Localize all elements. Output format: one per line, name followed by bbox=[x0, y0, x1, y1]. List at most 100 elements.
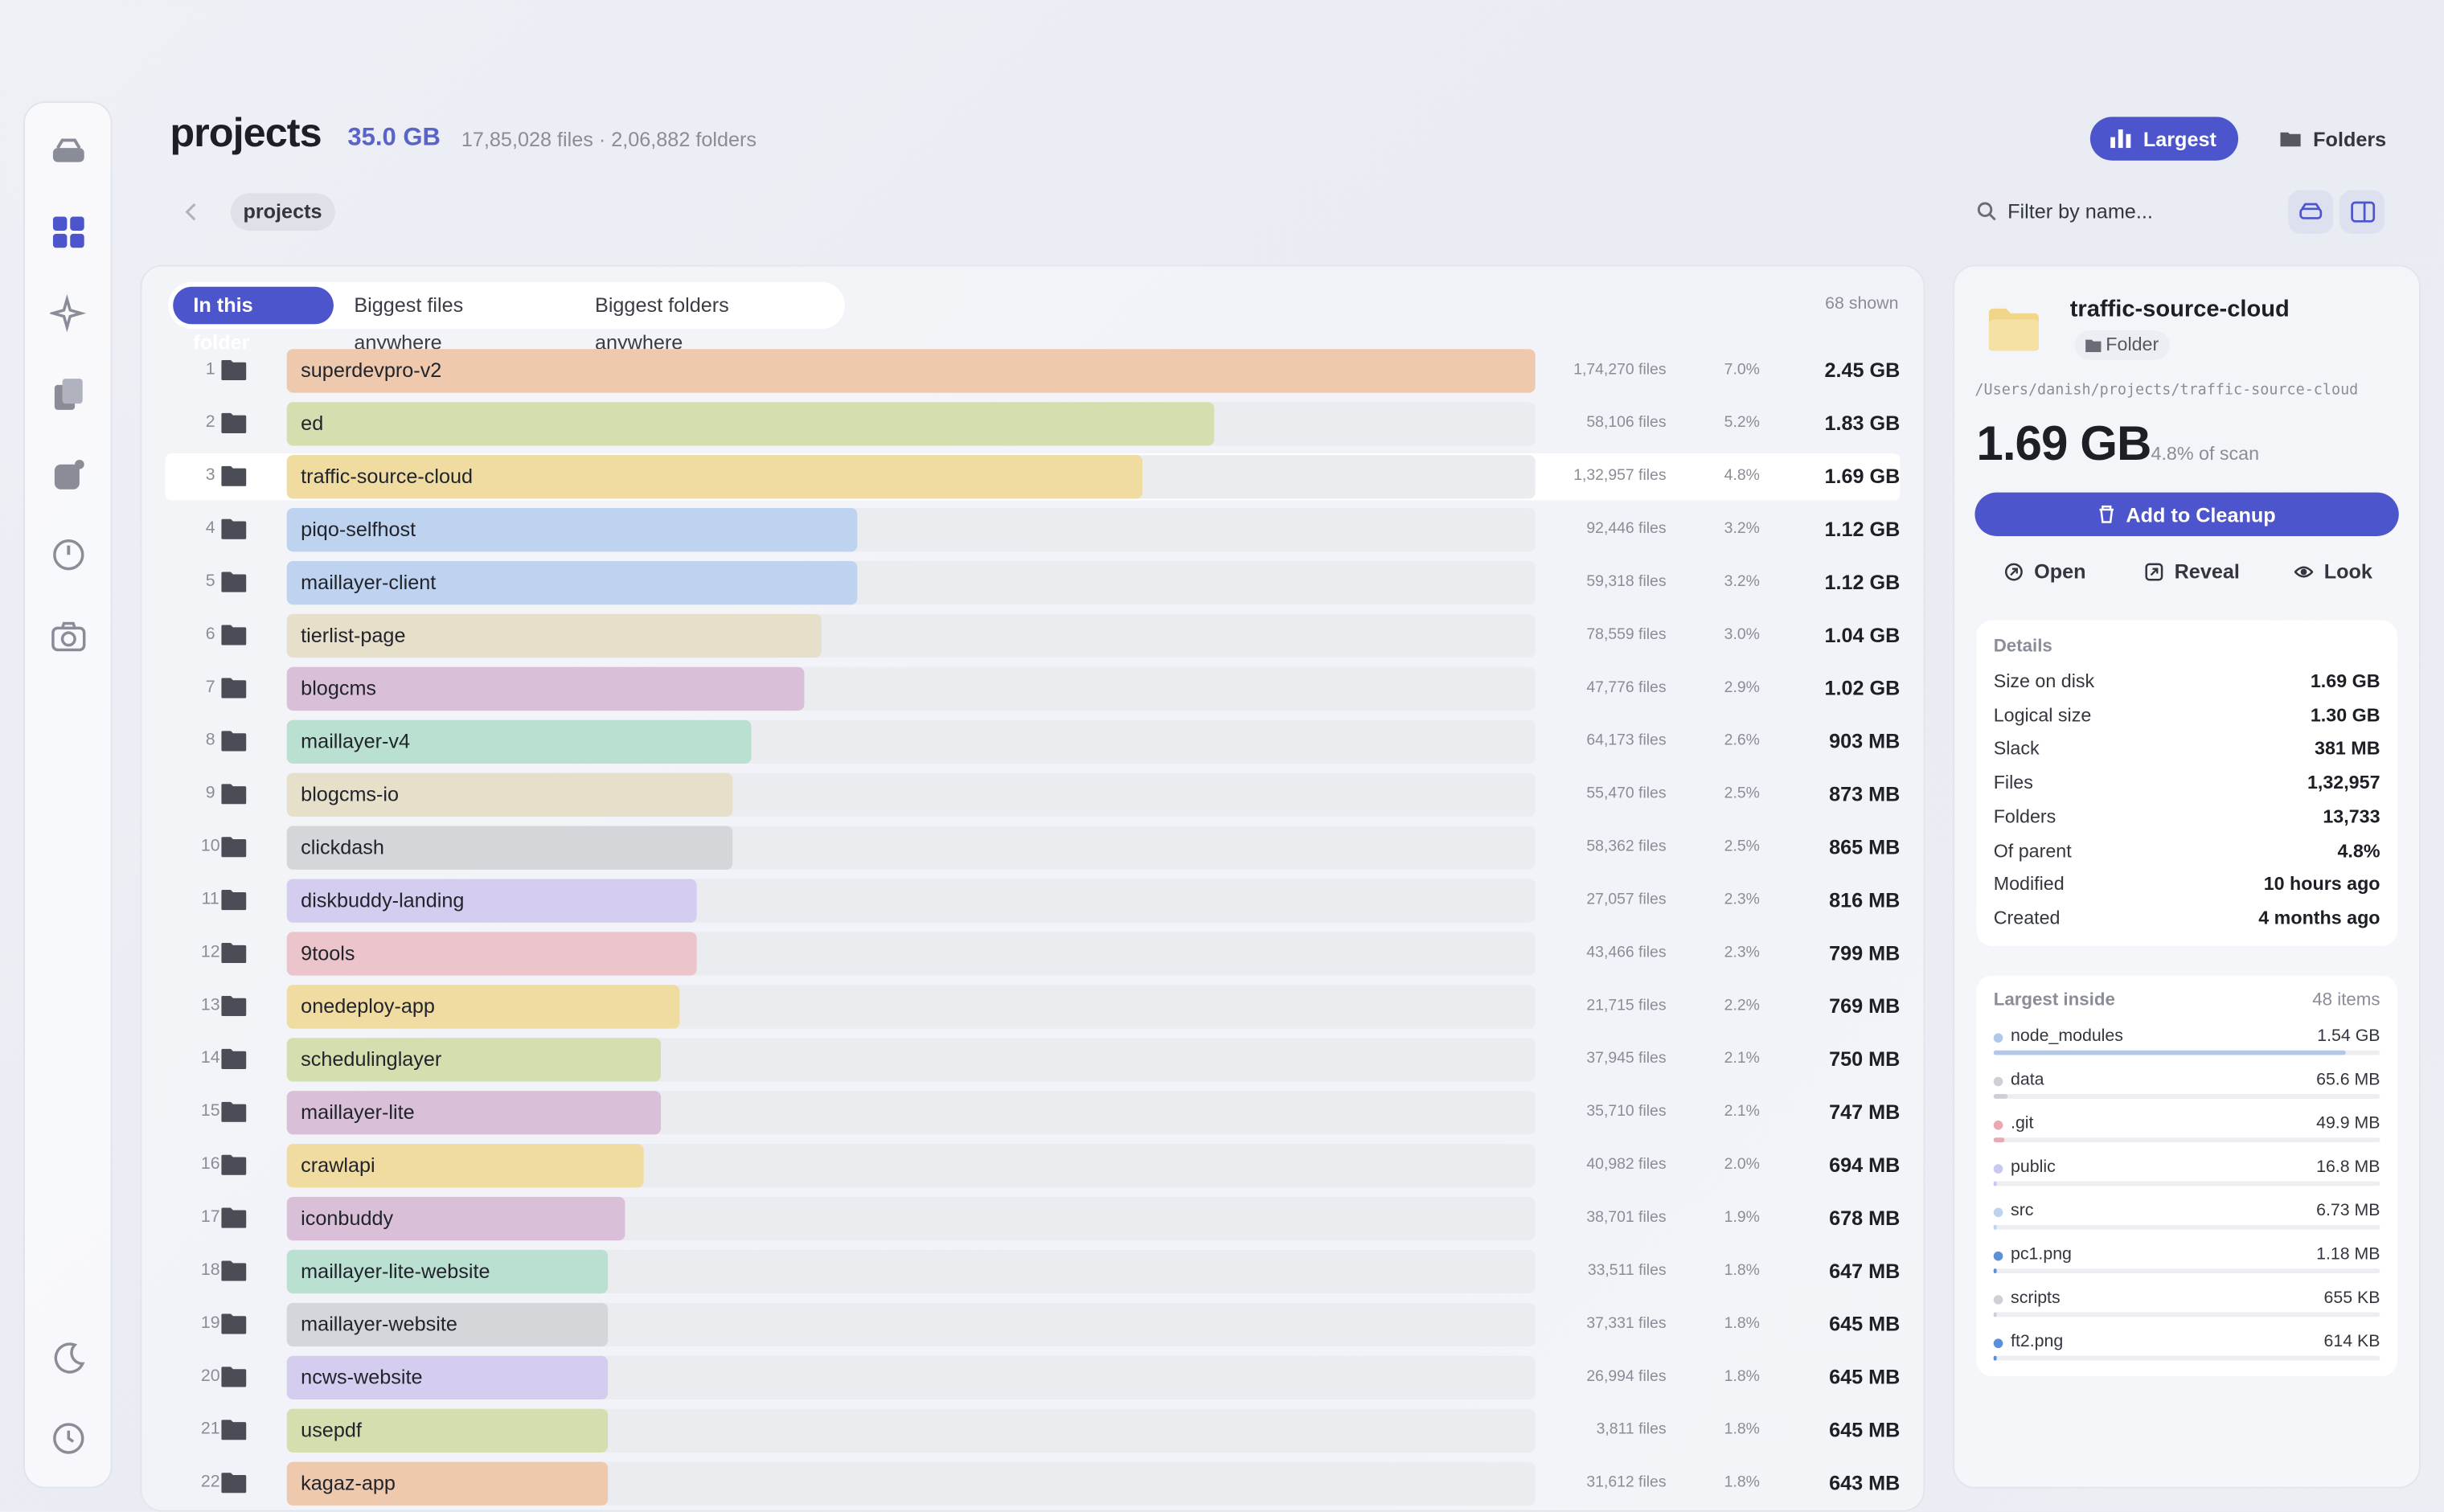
rank: 4 bbox=[205, 518, 215, 538]
sparkle-icon[interactable] bbox=[50, 294, 88, 332]
folder-icon bbox=[221, 465, 247, 486]
folder-row[interactable]: 4 piqo-selfhost 92,446 files 3.2% 1.12 GB bbox=[166, 506, 1900, 553]
percent: 2.0% bbox=[1724, 1156, 1760, 1174]
folder-name: usepdf bbox=[301, 1418, 362, 1442]
folder-row[interactable]: 16 crawlapi 40,982 files 2.0% 694 MB bbox=[166, 1142, 1900, 1189]
size-bar bbox=[286, 349, 1536, 393]
panel-toggle[interactable] bbox=[2339, 190, 2385, 234]
item-track bbox=[1993, 1137, 2380, 1143]
size-bar bbox=[286, 508, 858, 552]
folder-shape bbox=[221, 784, 247, 805]
theme-icon[interactable] bbox=[50, 1340, 88, 1378]
folder-row[interactable]: 19 maillayer-website 37,331 files 1.8% 645 M… bbox=[166, 1301, 1900, 1348]
folder-row[interactable]: 17 iconbuddy 38,701 files 1.9% 678 MB bbox=[166, 1195, 1900, 1242]
disk-toggle[interactable] bbox=[2288, 190, 2334, 234]
folder-row[interactable]: 8 maillayer-v4 64,173 files 2.6% 903 MB bbox=[166, 719, 1900, 765]
file-count: 1,74,270 files bbox=[1573, 361, 1667, 379]
folder-row[interactable]: 14 schedulinglayer 37,945 files 2.1% 750 MB bbox=[166, 1036, 1900, 1083]
folder-row[interactable]: 13 onedeploy-app 21,715 files 2.2% 769 MB bbox=[166, 983, 1900, 1030]
view-label: Folders bbox=[2313, 127, 2387, 151]
percent: 2.1% bbox=[1724, 1103, 1760, 1121]
folder-row[interactable]: 6 tierlist-page 78,559 files 3.0% 1.04 GB bbox=[166, 613, 1901, 659]
folder-name: piqo-selfhost bbox=[301, 517, 416, 541]
folder-row[interactable]: 9 blogcms-io 55,470 files 2.5% 873 MB bbox=[166, 772, 1900, 818]
disk-icon[interactable] bbox=[50, 134, 88, 172]
rank: 3 bbox=[205, 465, 215, 485]
history-icon[interactable] bbox=[50, 1420, 88, 1457]
folder-row[interactable]: 10 clickdash 58,362 files 2.5% 865 MB bbox=[166, 825, 1901, 871]
folder-shape bbox=[221, 942, 247, 964]
folder-row[interactable]: 2 ed 58,106 files 5.2% 1.83 GB bbox=[166, 400, 1900, 447]
size-bar bbox=[286, 985, 679, 1029]
folder-size: 35.0 GB bbox=[347, 125, 441, 152]
item-dot bbox=[1993, 1338, 2003, 1349]
view-button[interactable]: Largest bbox=[2089, 117, 2239, 161]
folder-name: crawlapi bbox=[301, 1153, 375, 1177]
detail-value: 4 months ago bbox=[2258, 907, 2380, 929]
view-button[interactable]: Folders bbox=[2260, 117, 2406, 160]
folder-icon bbox=[221, 890, 247, 911]
filter-placeholder: Filter by name... bbox=[2007, 199, 2153, 223]
size: 643 MB bbox=[1829, 1471, 1901, 1495]
gauge-icon[interactable] bbox=[50, 536, 88, 574]
size: 645 MB bbox=[1829, 1365, 1901, 1389]
breadcrumb[interactable]: projects bbox=[230, 193, 335, 231]
action-link[interactable]: Look bbox=[2294, 559, 2372, 583]
folder-row[interactable]: 5 maillayer-client 59,318 files 3.2% 1.12 GB bbox=[166, 559, 1900, 606]
action-link[interactable]: Open bbox=[2004, 559, 2086, 583]
details-title: Details bbox=[1993, 637, 2052, 657]
folder-title: projects bbox=[170, 109, 322, 156]
file-count: 38,701 files bbox=[1586, 1209, 1667, 1227]
folder-row[interactable]: 3 traffic-source-cloud 1,32,957 files 4.8% 1… bbox=[165, 453, 1900, 501]
size-bar bbox=[286, 1408, 609, 1453]
folder-row[interactable]: 12 9tools 43,466 files 2.3% 799 MB bbox=[166, 930, 1900, 977]
percent: 2.5% bbox=[1724, 838, 1760, 856]
tab-bar: In this folder Biggest files anywhere Bigg… bbox=[168, 281, 845, 354]
size: 865 MB bbox=[1829, 835, 1901, 859]
folder-icon bbox=[221, 1313, 247, 1334]
folder-name: traffic-source-cloud bbox=[301, 464, 474, 488]
tab[interactable]: In this folder bbox=[173, 286, 334, 354]
percent: 2.1% bbox=[1724, 1050, 1760, 1068]
item-track bbox=[1993, 1094, 2380, 1099]
files-icon[interactable] bbox=[50, 375, 88, 413]
detail-label: Folders bbox=[1993, 805, 2056, 828]
back-button[interactable] bbox=[184, 203, 199, 221]
size: 647 MB bbox=[1829, 1259, 1901, 1283]
size: 1.04 GB bbox=[1824, 623, 1901, 647]
tab[interactable]: Biggest files anywhere bbox=[354, 293, 464, 354]
folder-row[interactable]: 11 diskbuddy-landing 27,057 files 2.3% 816 M… bbox=[166, 878, 1900, 924]
tab[interactable]: Biggest folders anywhere bbox=[595, 293, 729, 354]
folder-row[interactable]: 1 superdevpro-v2 1,74,270 files 7.0% 2.45 GB bbox=[166, 347, 1900, 394]
action-link[interactable]: Reveal bbox=[2145, 559, 2240, 583]
details-card: Details Size on disk 1.69 GB Logical size 1… bbox=[1976, 620, 2397, 946]
folder-row[interactable]: 21 usepdf 3,811 files 1.8% 645 MB bbox=[166, 1408, 1900, 1454]
item-bar bbox=[1993, 1181, 1998, 1186]
item-name: ft2.png bbox=[2011, 1332, 2064, 1351]
size-bar bbox=[286, 560, 858, 605]
folder-name: iconbuddy bbox=[301, 1206, 394, 1230]
filter-input[interactable]: Filter by name... bbox=[1976, 199, 2153, 223]
percent: 7.0% bbox=[1724, 361, 1760, 379]
folder-shape bbox=[221, 1420, 247, 1440]
rank: 11 bbox=[201, 890, 219, 909]
file-count: 27,057 files bbox=[1586, 891, 1667, 909]
largest-title: Largest inside bbox=[1993, 991, 2115, 1010]
cleanup-button[interactable]: Add to Cleanup bbox=[1974, 492, 2399, 536]
cleanup-label: Add to Cleanup bbox=[2126, 502, 2276, 527]
item-track bbox=[1993, 1181, 2380, 1186]
folder-row[interactable]: 15 maillayer-lite 35,710 files 2.1% 747 MB bbox=[166, 1089, 1900, 1136]
grid-icon[interactable] bbox=[50, 214, 88, 252]
folder-row[interactable]: 7 blogcms 47,776 files 2.9% 1.02 GB bbox=[166, 666, 1900, 712]
detail-size: 1.69 GB bbox=[1976, 416, 2151, 471]
item-track bbox=[1993, 1355, 2380, 1361]
item-name: scripts bbox=[2011, 1289, 2061, 1308]
camera-icon[interactable] bbox=[50, 617, 88, 655]
folder-row[interactable]: 20 ncws-website 26,994 files 1.8% 645 MB bbox=[166, 1354, 1901, 1401]
apps-icon[interactable] bbox=[50, 457, 88, 494]
folder-row[interactable]: 22 kagaz-app 31,612 files 1.8% 643 MB bbox=[166, 1461, 1901, 1507]
search-icon bbox=[1977, 202, 1996, 221]
folder-row[interactable]: 18 maillayer-lite-website 33,511 files 1.8%… bbox=[166, 1248, 1901, 1295]
item-dot bbox=[1993, 1295, 2003, 1305]
size-bar bbox=[286, 1302, 609, 1347]
